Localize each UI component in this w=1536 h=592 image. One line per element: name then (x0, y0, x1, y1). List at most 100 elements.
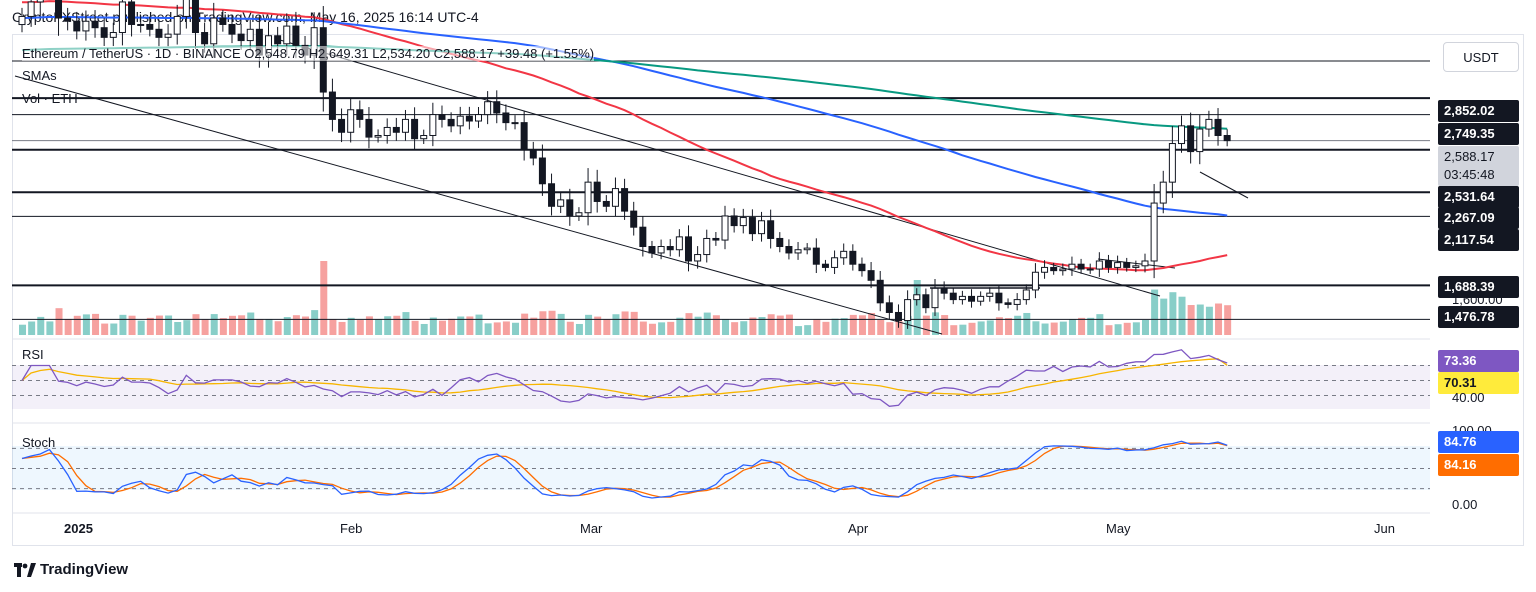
candle-up (904, 299, 912, 322)
x-label-2025: 2025 (64, 521, 93, 536)
legend-rsi[interactable]: RSI (22, 347, 44, 362)
volume-bar (1096, 314, 1104, 335)
volume-bar (639, 321, 647, 335)
volume-bar (484, 323, 492, 335)
candle-down (922, 294, 930, 309)
candle-up (1013, 299, 1021, 305)
candle-down (885, 302, 893, 313)
volume-bar (740, 321, 748, 335)
channel-upper-line (279, 39, 1161, 297)
volume-bar (128, 315, 136, 335)
legend-volume[interactable]: Vol · ETH (22, 91, 78, 106)
volume-bar (1169, 292, 1177, 335)
stoch-band (12, 446, 1430, 490)
candle-down (64, 17, 72, 22)
volume-bar (92, 313, 100, 335)
volume-bar (165, 315, 173, 335)
candle-down (648, 246, 656, 254)
candle-down (328, 91, 336, 120)
volume-bar (658, 322, 666, 335)
pullback-line (1199, 171, 1249, 199)
candle-down (465, 115, 473, 122)
legend-symbol[interactable]: Ethereum / TetherUS · 1D · BINANCE O2,54… (22, 46, 595, 61)
candle-up (36, 0, 44, 3)
volume-bar (302, 316, 310, 335)
candle-down (666, 246, 674, 251)
volume-bar (1105, 325, 1113, 335)
tradingview-logo[interactable]: TradingView (14, 561, 128, 578)
legend-smas[interactable]: SMAs (22, 68, 57, 83)
candle-up (1068, 263, 1076, 270)
volume-bar (1187, 305, 1195, 335)
volume-bar (685, 313, 693, 335)
candle-down (493, 101, 501, 114)
candle-up (347, 109, 355, 133)
candle-down (712, 237, 720, 241)
volume-bar (475, 314, 483, 335)
candle-up (931, 287, 939, 309)
volume-bar (1224, 305, 1232, 335)
rsi-value-label: 73.36 (1438, 350, 1519, 372)
candle-down (1077, 263, 1085, 270)
volume-bar (1041, 323, 1049, 335)
candle-down (338, 118, 346, 133)
candle-down (365, 118, 373, 138)
stoch-d-label: 84.16 (1438, 454, 1519, 476)
stoch-pane (12, 440, 1430, 499)
volume-bar (1141, 319, 1149, 335)
price-label-2267: 2,267.09 (1438, 207, 1519, 229)
volume-bar (1151, 289, 1159, 335)
volume-bar (849, 314, 857, 335)
candle-down (128, 1, 136, 25)
candle-down (155, 28, 163, 38)
candle-down (538, 157, 546, 185)
candle-down (821, 263, 829, 268)
volume-bar (959, 324, 967, 335)
candle-up (511, 122, 519, 125)
volume-bar (311, 310, 319, 335)
candle-up (1095, 260, 1103, 270)
volume-bar (886, 322, 894, 335)
volume-bar (356, 320, 364, 335)
candle-up (27, 1, 35, 17)
volume-bar (448, 318, 456, 335)
candle-down (146, 23, 154, 30)
volume-bar (530, 317, 538, 335)
candle-up (210, 17, 218, 45)
candle-up (758, 220, 766, 235)
candle-down (1104, 260, 1112, 268)
volume-bar (393, 315, 401, 335)
volume-bar (320, 261, 328, 335)
volume-bar (146, 317, 154, 335)
volume-bar (840, 318, 848, 335)
candle-up (1041, 266, 1049, 273)
candle-down (411, 118, 419, 140)
candle-up (173, 15, 181, 35)
candle-down (91, 20, 99, 29)
volume-bar (101, 323, 109, 335)
candle-up (164, 33, 172, 38)
candle-up (694, 254, 702, 262)
candle-down (237, 33, 245, 42)
candle-down (438, 114, 446, 120)
chart-frame[interactable] (12, 34, 1524, 546)
volume-bar (557, 313, 565, 335)
volume-bar (274, 321, 282, 335)
volume-bar (28, 321, 36, 335)
volume-bar (749, 317, 757, 335)
volume-bar (922, 315, 930, 335)
legend-stoch[interactable]: Stoch (22, 435, 56, 450)
candle-up (703, 237, 711, 256)
candle-down (548, 183, 556, 207)
candle-up (803, 247, 811, 251)
symbol-title[interactable]: Ethereum / TetherUS · 1D · BINANCE (22, 46, 241, 61)
candle-up (484, 101, 492, 116)
volume-bar (1178, 296, 1186, 335)
candle-down (1223, 134, 1231, 142)
currency-button[interactable]: USDT (1443, 42, 1519, 72)
volume-bar (877, 319, 885, 335)
candle-down (621, 188, 629, 212)
volume-bar (731, 322, 739, 335)
volume-bar (1123, 322, 1131, 335)
